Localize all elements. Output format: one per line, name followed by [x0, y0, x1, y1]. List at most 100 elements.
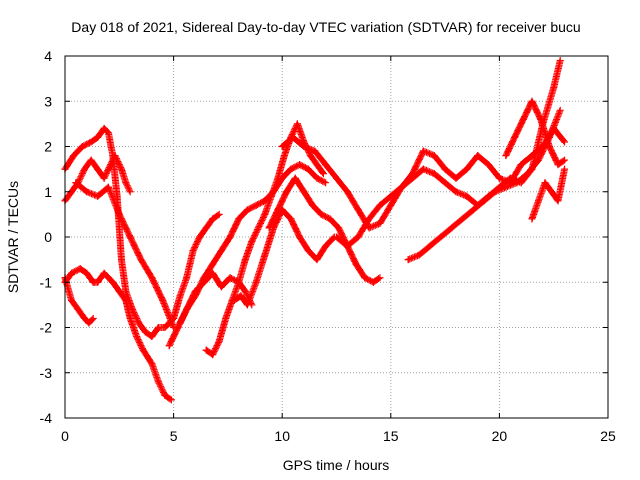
data-point [161, 324, 169, 331]
data-point [376, 201, 384, 209]
data-point [200, 278, 208, 286]
x-tick-label: 0 [61, 428, 69, 444]
data-point [554, 197, 562, 205]
data-point [267, 192, 275, 200]
series-trail [528, 167, 568, 223]
data-point [452, 188, 460, 196]
data-point [556, 106, 564, 114]
data-point [94, 165, 102, 173]
data-point [376, 274, 384, 282]
data-point [491, 188, 499, 196]
data-point [235, 278, 243, 286]
y-tick-label: 4 [44, 48, 52, 64]
x-axis: 0 5 10 15 20 25 [61, 56, 616, 444]
data-point [94, 278, 102, 286]
data-point [115, 287, 123, 295]
data-point [326, 215, 334, 223]
data-point [122, 179, 130, 187]
data-point [254, 224, 262, 232]
y-axis: -4 -3 -2 -1 0 1 2 3 4 [40, 48, 608, 426]
data-point [241, 256, 249, 264]
data-point [174, 324, 182, 331]
data-point [167, 396, 175, 404]
data-point [322, 161, 330, 169]
data-point [293, 120, 301, 128]
data-point [480, 197, 488, 205]
data-point [561, 138, 569, 146]
data-point [322, 242, 330, 250]
data-point [70, 152, 78, 160]
x-tick-label: 15 [383, 428, 399, 444]
data-point [252, 278, 260, 286]
data-point [343, 188, 351, 196]
data-point [333, 233, 340, 241]
data-point [419, 147, 427, 155]
data-point [265, 224, 273, 232]
data-point [333, 174, 340, 182]
data-point [502, 152, 510, 160]
data-point [226, 233, 234, 241]
data-point [426, 242, 434, 250]
data-point [241, 287, 249, 295]
data-point [296, 161, 304, 169]
data-point [430, 170, 438, 178]
data-point [511, 133, 519, 141]
data-point [161, 391, 169, 399]
y-tick-label: 2 [44, 139, 52, 155]
data-point [369, 278, 377, 286]
data-point [104, 129, 112, 137]
data-point [274, 206, 282, 214]
data-point [322, 179, 330, 187]
data-point [196, 233, 204, 241]
data-point [122, 287, 130, 295]
data-point [183, 305, 191, 313]
data-point [141, 328, 149, 336]
data-point [209, 351, 217, 359]
data-point [517, 161, 525, 169]
data-point [556, 57, 564, 65]
series-trail [333, 58, 564, 250]
data-point [81, 314, 89, 322]
x-axis-label: GPS time / hours [283, 457, 390, 473]
data-point [548, 188, 556, 196]
x-tick-label: 10 [274, 428, 290, 444]
data-point [278, 143, 286, 150]
data-point [354, 233, 362, 241]
data-point [209, 215, 217, 223]
data-point [458, 215, 466, 223]
data-point [495, 174, 503, 182]
data-point [261, 251, 269, 259]
data-point [485, 161, 493, 169]
data-point [165, 342, 173, 350]
x-tick-label: 25 [600, 428, 616, 444]
data-point [343, 242, 351, 250]
y-tick-label: 1 [44, 184, 52, 200]
series-trace-m [404, 106, 564, 264]
data-point [387, 201, 395, 209]
data-point [94, 192, 102, 200]
data-point [159, 296, 167, 304]
data-point [365, 215, 373, 223]
data-point [117, 256, 125, 264]
data-point [133, 333, 141, 341]
data-point [139, 346, 147, 354]
data-point [209, 269, 217, 277]
data-point [78, 143, 86, 150]
data-point [183, 274, 191, 282]
data-point [561, 165, 569, 173]
data-point [300, 143, 308, 150]
data-point [361, 274, 369, 282]
data-point [448, 224, 456, 232]
series-trace-h [176, 269, 256, 327]
data-point [148, 333, 156, 341]
data-point [463, 192, 471, 200]
data-point [376, 219, 384, 227]
data-point [534, 156, 542, 164]
data-point [87, 138, 95, 146]
data-point [441, 179, 449, 187]
data-point [104, 183, 112, 191]
data-point [148, 360, 156, 368]
data-point [300, 188, 308, 196]
y-tick-label: -4 [40, 410, 53, 426]
data-point [296, 233, 304, 241]
